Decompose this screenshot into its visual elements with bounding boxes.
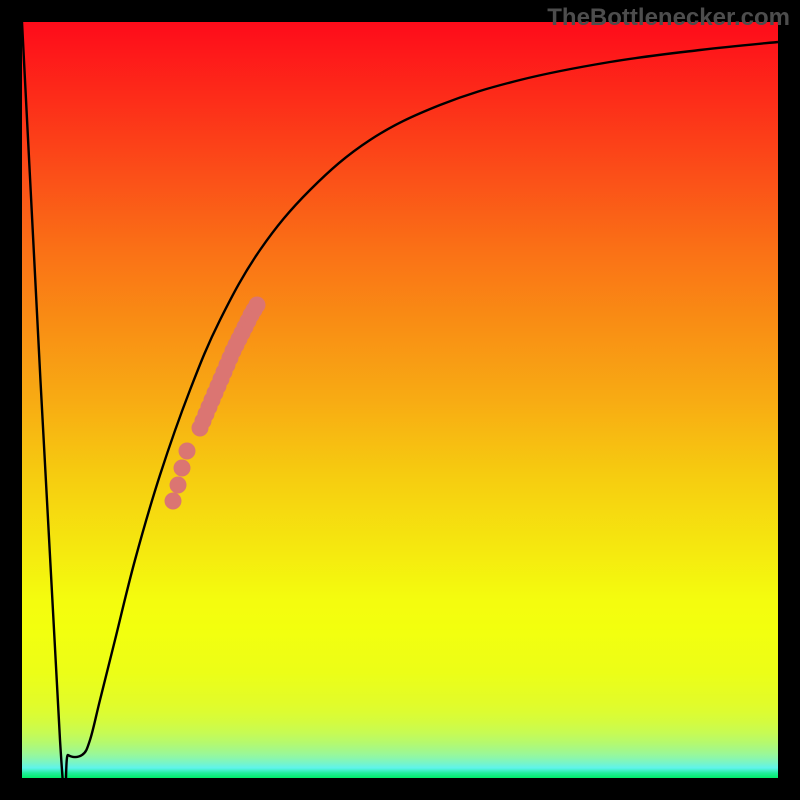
plot-background — [22, 22, 778, 778]
sample-marker — [179, 443, 196, 460]
sample-marker — [170, 477, 187, 494]
bottleneck-chart: TheBottlenecker.com — [0, 0, 800, 800]
chart-svg — [0, 0, 800, 800]
sample-marker — [165, 493, 182, 510]
watermark-text: TheBottlenecker.com — [547, 4, 790, 32]
sample-marker — [174, 460, 191, 477]
sample-marker — [249, 297, 266, 314]
